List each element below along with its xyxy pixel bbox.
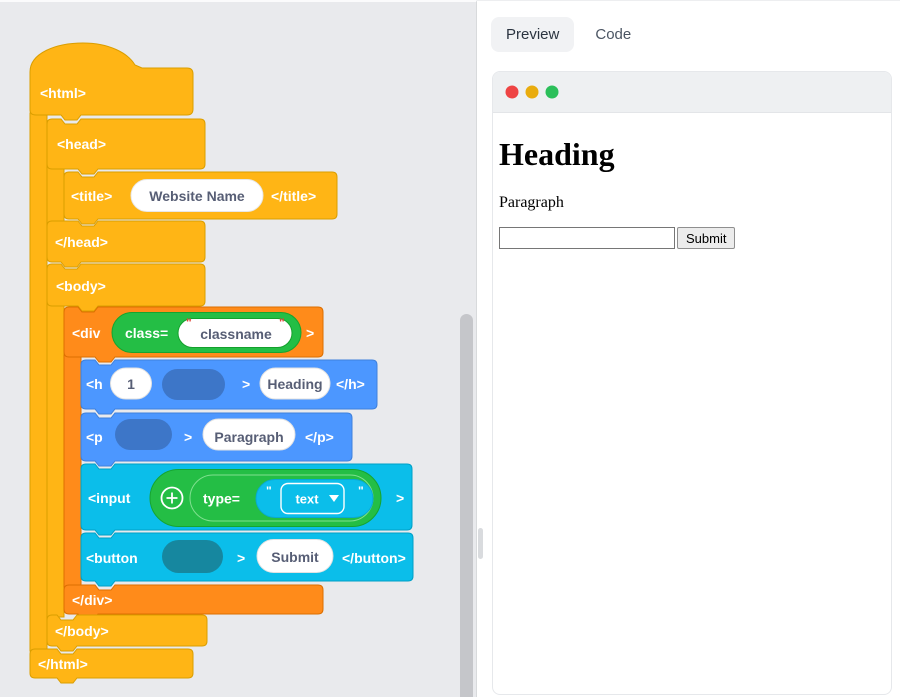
block-heading[interactable]: <h 1 > Heading </h> [80, 359, 378, 415]
block-button[interactable]: <button > Submit </button> [80, 532, 414, 587]
block-body-open[interactable]: <body> [46, 263, 206, 312]
type-value-text: text [295, 492, 319, 507]
h-close-label: </h> [336, 376, 365, 392]
block-body-close[interactable]: </body> [46, 614, 208, 652]
head-close-label: </head> [55, 234, 108, 250]
type-close-quote: " [358, 484, 364, 498]
p-open-label: <p [86, 429, 103, 445]
block-head-open[interactable]: <head> [46, 118, 206, 175]
h-value-field[interactable] [259, 367, 331, 400]
block-head-close[interactable]: </head> [46, 220, 206, 268]
h-value-text: Heading [267, 376, 322, 392]
preview-text-input[interactable] [499, 227, 675, 250]
p-value-field[interactable] [202, 418, 296, 451]
body-open-label: <body> [56, 278, 106, 294]
dropdown-arrow-icon[interactable] [329, 495, 339, 502]
blocks-canvas: <html> <head> <title> Website Name </tit… [29, 42, 414, 684]
h-level-text: 1 [127, 376, 135, 392]
title-close-label: </title> [271, 188, 316, 204]
window-controls [505, 85, 559, 99]
preview-heading: Heading [499, 136, 615, 172]
tab-preview[interactable]: Preview [491, 17, 575, 52]
window-dot-green [545, 85, 559, 99]
inspector-panel: Preview Code Heading Paragraph Submit [477, 0, 900, 697]
body-block-spine[interactable] [46, 303, 65, 618]
browser-mockup: Heading Paragraph Submit [492, 71, 892, 695]
title-value-text: Website Name [149, 188, 245, 204]
input-open-label: <input [88, 490, 131, 506]
type-open-quote: " [266, 484, 272, 498]
block-div-open[interactable]: <div class= " classname " > [63, 306, 324, 363]
html-block-spine[interactable] [29, 112, 48, 652]
open-quote: " [186, 316, 192, 330]
p-value-text: Paragraph [214, 429, 283, 445]
p-close-label: </p> [305, 429, 334, 445]
div-close-label: </div> [72, 592, 112, 608]
preview-paragraph: Paragraph [499, 193, 564, 211]
inspector-scrollbar[interactable] [478, 528, 483, 559]
type-dropdown[interactable] [280, 482, 345, 515]
block-html-close[interactable]: </html> [29, 648, 194, 684]
add-attribute-icon[interactable] [160, 486, 184, 510]
blocks-workspace[interactable]: <html> <head> <title> Website Name </tit… [0, 0, 477, 697]
title-open-label: <title> [71, 188, 112, 204]
button-gt-label: > [237, 550, 245, 566]
h-gt-label: > [242, 376, 250, 392]
body-close-label: </body> [55, 623, 109, 639]
head-open-label: <head> [57, 136, 106, 152]
button-open-label: <button [86, 550, 138, 566]
p-gt-label: > [184, 429, 192, 445]
p-attribute-slot[interactable] [115, 419, 172, 450]
title-value-field[interactable] [130, 179, 264, 212]
button-attribute-slot[interactable] [162, 540, 223, 573]
button-value-text: Submit [271, 549, 319, 565]
html-close-label: </html> [38, 656, 88, 672]
tab-code[interactable]: Code [595, 26, 632, 43]
h-level-field[interactable] [110, 367, 152, 400]
input-gt-label: > [396, 490, 404, 506]
preview-submit-button[interactable]: Submit [677, 227, 736, 250]
block-input[interactable]: <input type= " text " > [80, 463, 413, 536]
h-attribute-slot[interactable] [162, 369, 225, 400]
workspace-scrollbar[interactable] [460, 314, 473, 697]
h-open-label: <h [86, 376, 103, 392]
div-block-spine[interactable] [63, 354, 82, 588]
close-quote: " [279, 316, 285, 330]
block-html-open[interactable]: <html> [29, 42, 194, 121]
button-close-label: </button> [342, 550, 406, 566]
type-attr-label: type= [203, 491, 240, 507]
browser-titlebar [493, 72, 891, 113]
window-dot-red [505, 85, 519, 99]
window-dot-yellow [525, 85, 539, 99]
class-value-text: classname [200, 326, 272, 342]
class-value-field[interactable] [177, 318, 293, 348]
block-paragraph[interactable]: <p > Paragraph </p> [80, 412, 353, 467]
preview-viewport: Heading Paragraph Submit [493, 113, 891, 250]
head-block-spine[interactable] [46, 166, 65, 224]
tab-bar: Preview Code [477, 1, 900, 52]
div-open-label: <div [72, 325, 101, 341]
html-open-label: <html> [40, 85, 86, 101]
button-value-field[interactable] [256, 539, 334, 573]
block-title[interactable]: <title> Website Name </title> [63, 171, 338, 225]
block-div-close[interactable]: </div> [63, 584, 324, 620]
div-gt-label: > [306, 325, 314, 341]
preview-form: Submit [499, 227, 881, 250]
class-attr-label: class= [125, 325, 168, 341]
